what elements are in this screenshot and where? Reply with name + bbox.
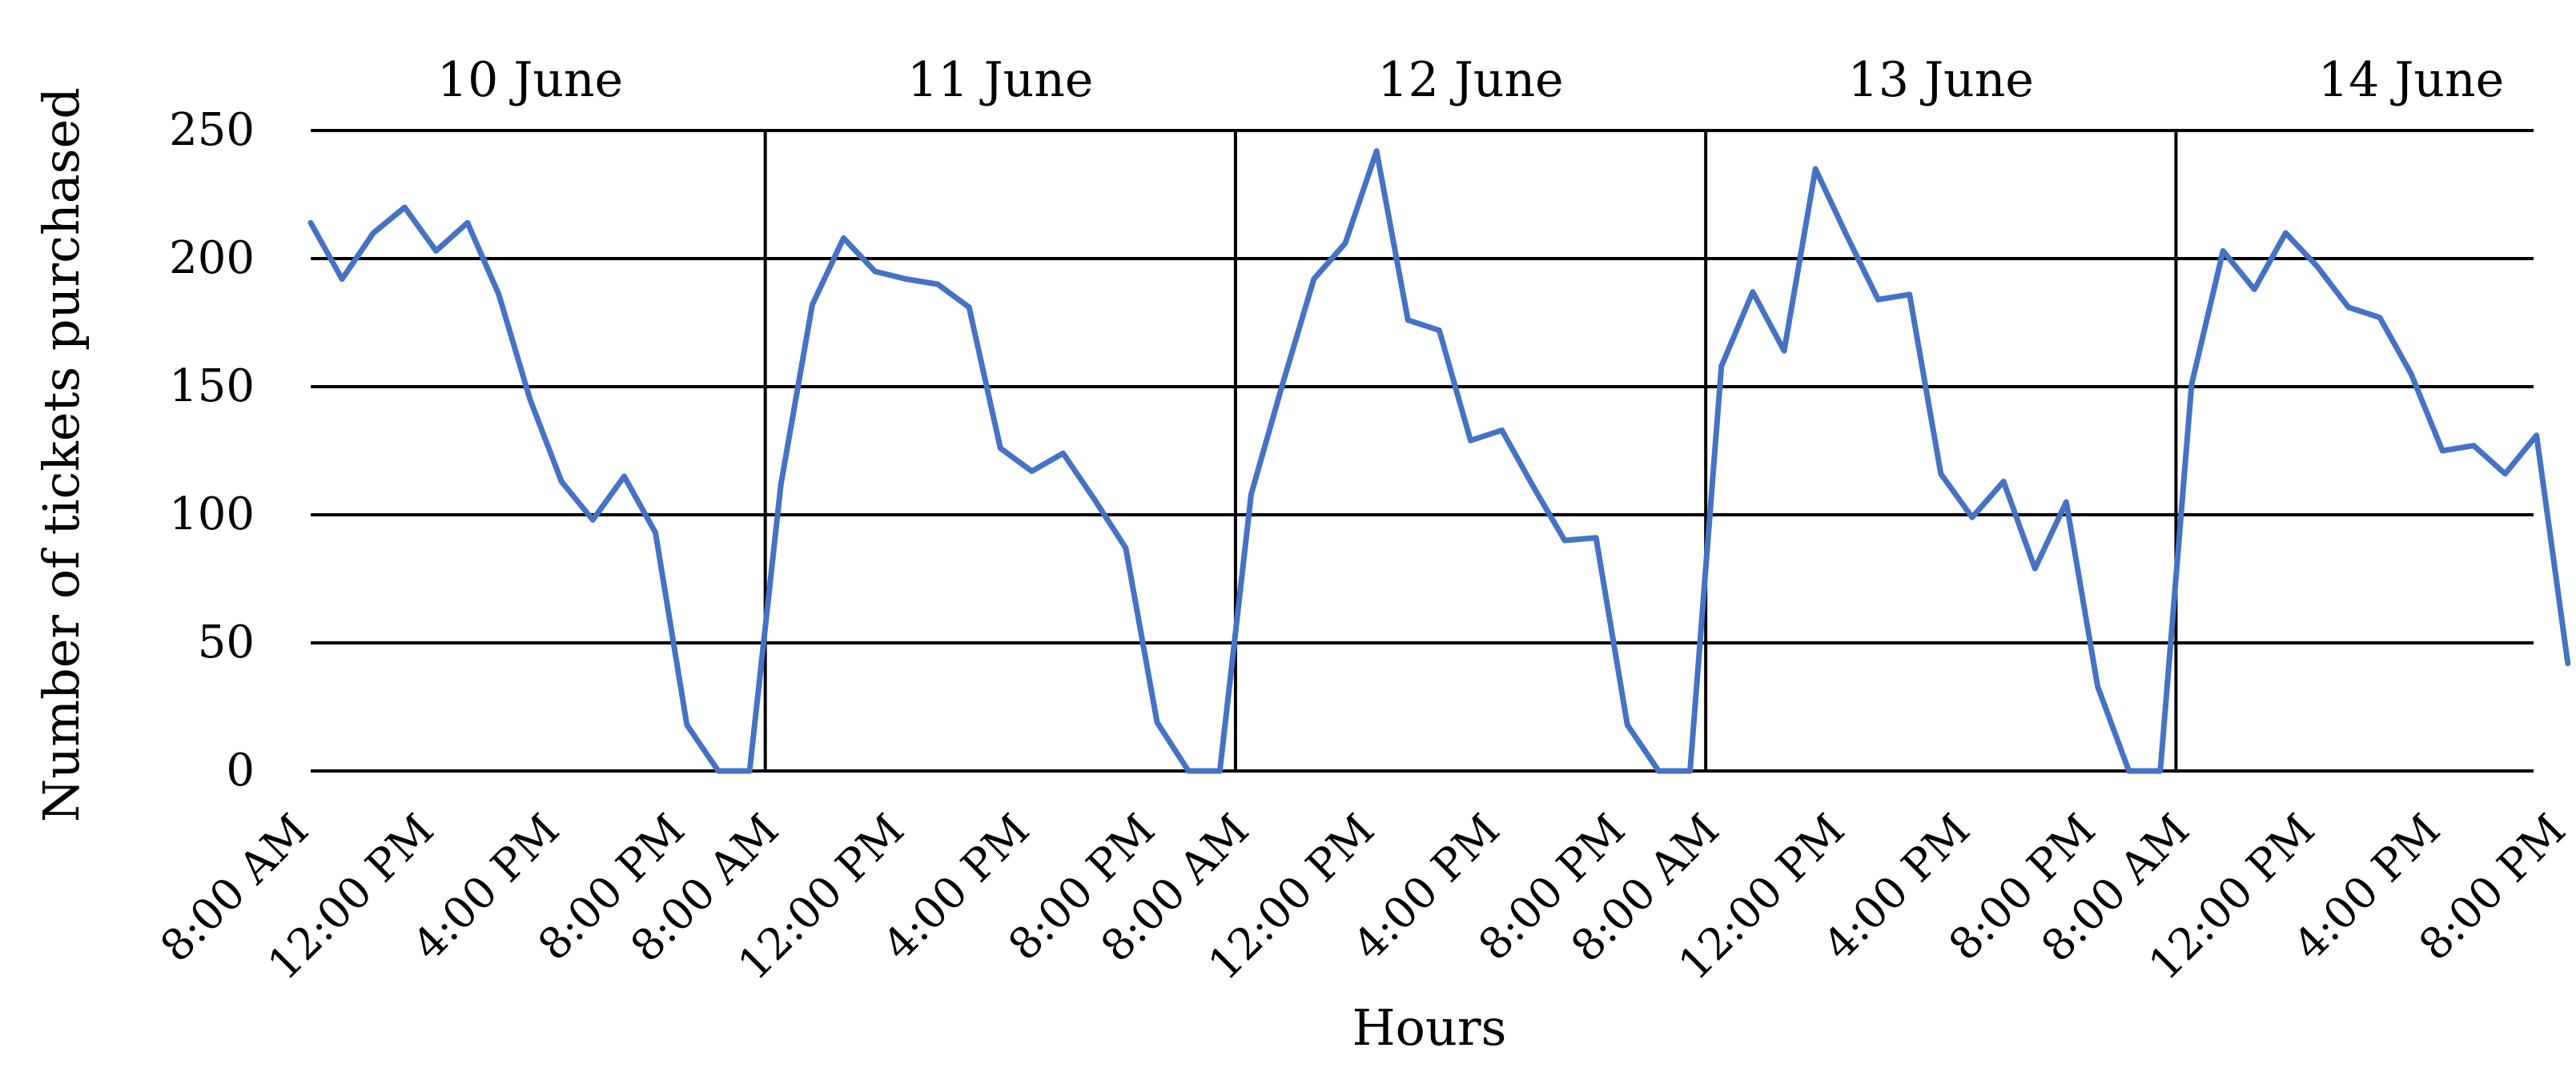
series-line-connector — [2157, 381, 2195, 774]
series-lines — [307, 148, 2571, 774]
series-line-day — [778, 235, 1223, 774]
day-header: 10 June — [437, 52, 623, 108]
series-line-day — [2188, 230, 2571, 667]
day-header: 11 June — [907, 52, 1093, 108]
y-tick-label: 0 — [226, 745, 255, 797]
series-line-connector — [1216, 491, 1254, 774]
y-tick-label: 250 — [169, 104, 255, 156]
y-tick-label: 150 — [169, 360, 255, 412]
series-line-day — [307, 204, 753, 774]
series-line-connector — [746, 481, 784, 774]
day-headers: 10 June 11 June 12 June 13 June 14 June — [437, 52, 2504, 108]
y-tick-labels: 0 50 100 150 200 250 — [169, 104, 255, 797]
y-tick-label: 200 — [169, 232, 255, 284]
day-header: 12 June — [1377, 52, 1563, 108]
gridlines — [311, 129, 2534, 773]
y-axis-label: Number of tickets purchased — [32, 87, 90, 822]
day-header: 14 June — [2318, 52, 2504, 108]
y-tick-label: 50 — [198, 616, 255, 668]
series-line-day — [1718, 166, 2164, 774]
day-header: 13 June — [1848, 52, 2034, 108]
y-tick-label: 100 — [169, 488, 255, 540]
series-line-connector — [1687, 363, 1725, 774]
series-line-day — [1248, 148, 1694, 774]
x-axis-label: Hours — [1352, 998, 1507, 1057]
